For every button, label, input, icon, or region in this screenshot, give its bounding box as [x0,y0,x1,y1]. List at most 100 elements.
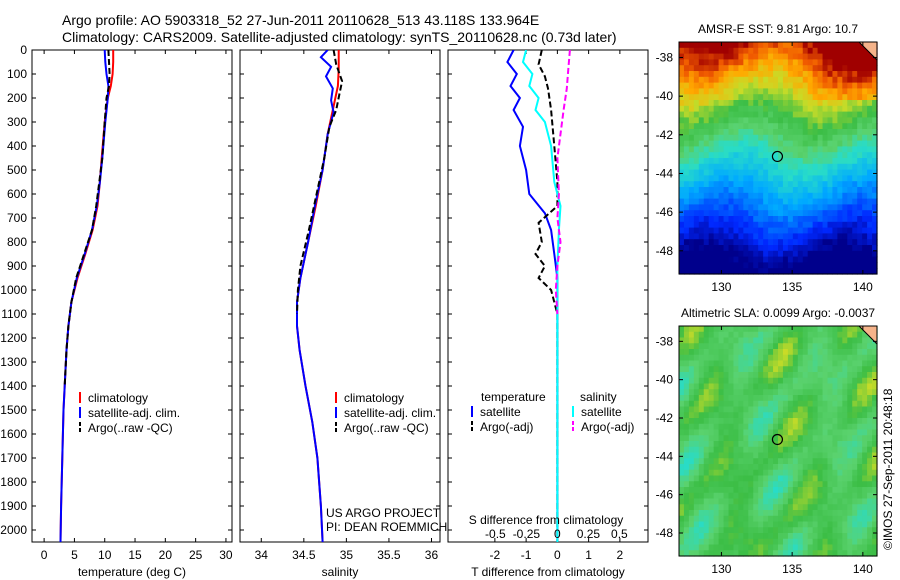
heatmap-cell [822,337,829,344]
heatmap-cell [837,354,843,362]
heatmap-cell [693,326,700,333]
heatmap-cell [688,452,695,459]
heatmap-cell [718,239,725,246]
heatmap-cell [792,481,799,488]
heatmap-cell [733,59,739,66]
heatmap-cell [872,100,878,107]
heatmap-cell [748,406,754,413]
heatmap-cell [728,134,735,142]
heatmap-cell [733,256,739,263]
heatmap-cell [753,129,759,136]
series-line-3 [554,50,571,315]
heatmap-cell [852,76,858,84]
heatmap-cell [733,42,739,49]
heatmap-cell [847,441,853,448]
heatmap-cell [718,498,725,505]
heatmap-cell [703,360,710,367]
heatmap-cell [713,550,720,557]
heatmap-cell [758,527,764,534]
heatmap-cell [679,204,685,211]
heatmap-cell [703,146,710,153]
heatmap-cell [758,250,764,258]
heatmap-cell [713,227,720,234]
heatmap-cell [743,256,749,263]
heatmap-cell [703,475,710,482]
heatmap-cell [827,452,834,459]
heatmap-cell [723,163,730,171]
heatmap-cell [822,389,829,396]
heatmap-cell [688,239,695,246]
heatmap-cell [792,187,799,194]
heatmap-cell [768,88,774,95]
heatmap-cell [802,481,809,488]
heatmap-cell [778,198,784,205]
heatmap-cell [723,504,730,511]
heatmap-cell [852,169,858,176]
heatmap-cell [852,233,858,240]
heatmap-cell [679,245,685,252]
heatmap-cell [738,175,744,182]
heatmap-cell [723,395,730,402]
heatmap-cell [688,533,695,540]
heatmap-cell [832,268,838,275]
heatmap-cell [693,481,700,488]
heatmap-cell [827,446,834,454]
heatmap-cell [802,383,809,390]
heatmap-cell [792,76,799,84]
heatmap-cell [837,527,843,534]
heatmap-cell [817,412,824,419]
heatmap-cell [802,140,809,147]
heatmap-cell [758,140,764,147]
heatmap-cells [679,42,878,275]
heatmap-cell [683,239,690,246]
heatmap-cell [822,544,829,551]
heatmap-cell [827,337,834,344]
heatmap-cell [728,88,735,95]
heatmap-cell [683,250,690,258]
heatmap-cell [782,221,789,229]
heatmap-cell [837,498,843,505]
heatmap-cell [867,389,873,396]
heatmap-cell [837,123,843,130]
heatmap-cell [867,221,873,229]
heatmap-cell [847,389,853,396]
heatmap-cell [763,418,769,425]
heatmap-cell [688,245,695,252]
heatmap-cell [713,181,720,188]
heatmap-cell [782,521,789,528]
x2-tick-label: -0.25 [513,527,541,541]
heatmap-cell [773,204,779,211]
heatmap-cell [718,429,725,436]
heatmap-cell [817,210,824,217]
heatmap-cell [787,487,794,494]
heatmap-cell [763,117,769,124]
heatmap-cell [679,544,685,551]
heatmap-cell [718,256,725,263]
heatmap-cell [832,105,838,113]
heatmap-cell [723,544,730,551]
heatmap-cell [817,88,824,95]
heatmap-cell [708,446,715,454]
heatmap-cell [693,441,700,448]
heatmap-cell [817,47,824,55]
heatmap-cell [688,256,695,263]
x-tick-label: 1 [585,548,592,562]
heatmap-cell [693,527,700,534]
heatmap-cell [773,94,779,101]
heatmap-cell [679,82,685,89]
heatmap-cell [797,192,804,200]
heatmap-cell [679,256,685,263]
heatmap-cell [778,233,784,240]
heatmap-cell [728,250,735,258]
heatmap-cell [832,111,838,118]
heatmap-cell [713,129,720,136]
heatmap-cell [852,435,858,442]
heatmap-cell [832,343,838,350]
heatmap-cell [753,550,759,557]
heatmap-cell [738,527,744,534]
legend-label-0: climatology [344,391,404,405]
heatmap-cell [782,337,789,344]
heatmap-cell [708,383,715,390]
heatmap-cell [758,326,764,333]
